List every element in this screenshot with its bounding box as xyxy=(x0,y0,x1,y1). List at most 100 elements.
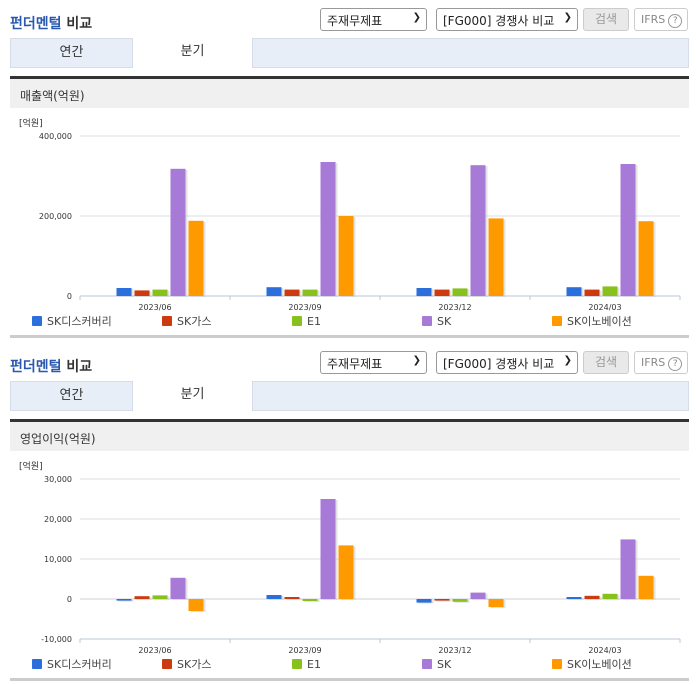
bar[interactable] xyxy=(170,168,186,296)
x-tick-label: 2023/12 xyxy=(438,303,471,312)
bar[interactable] xyxy=(188,599,204,611)
bar[interactable] xyxy=(584,595,600,599)
bar[interactable] xyxy=(416,599,432,603)
x-tick-label: 2023/09 xyxy=(288,303,321,312)
bar[interactable] xyxy=(134,290,150,296)
y-tick-label: 400,000 xyxy=(39,132,72,141)
bar[interactable] xyxy=(566,287,582,296)
tab-quarterly[interactable]: 분기 xyxy=(132,38,253,68)
statement-select[interactable]: 주재무제표 ❯ xyxy=(320,351,427,374)
help-icon[interactable]: ? xyxy=(668,357,683,371)
legend-swatch-icon xyxy=(292,316,302,326)
bar[interactable] xyxy=(134,596,150,599)
ifrs-button[interactable]: IFRS? xyxy=(634,8,688,31)
bar[interactable] xyxy=(338,545,354,599)
search-button[interactable]: 검색 xyxy=(583,8,629,31)
legend-item[interactable]: E1 xyxy=(292,658,321,671)
metric-title: 영업이익(억원) xyxy=(10,419,689,451)
bar[interactable] xyxy=(302,599,318,601)
x-tick-label: 2023/12 xyxy=(438,646,471,655)
section-title: 펀더멘털 비교 xyxy=(10,359,93,375)
bar[interactable] xyxy=(116,599,132,601)
y-tick-label: 200,000 xyxy=(39,212,72,221)
divider xyxy=(10,335,689,338)
tab-quarterly[interactable]: 분기 xyxy=(132,381,253,411)
legend-label: SK디스커버리 xyxy=(47,658,112,671)
legend-swatch-icon xyxy=(162,659,172,669)
unit-label: [억원] xyxy=(19,117,43,129)
revenue-chart: [억원] 0 200,000 400,000 2023/06 2023/09 2023/12… xyxy=(10,108,689,336)
help-icon[interactable]: ? xyxy=(668,14,683,28)
bar[interactable] xyxy=(152,289,168,296)
bar[interactable] xyxy=(602,593,618,599)
bar[interactable] xyxy=(320,162,336,296)
legend-item[interactable]: E1 xyxy=(292,315,321,328)
divider xyxy=(10,678,689,681)
legend-item[interactable]: SK이노베이션 xyxy=(552,658,632,671)
bar[interactable] xyxy=(620,539,636,599)
period-tabs: 연간 분기 xyxy=(10,38,689,68)
section-title: 펀더멘털 비교 xyxy=(10,16,93,32)
x-tick-label: 2024/03 xyxy=(588,303,621,312)
legend-label: SK xyxy=(437,658,452,671)
legend-item[interactable]: SK가스 xyxy=(162,315,211,328)
fundamental-compare-panel-revenue: 펀더멘털 비교 주재무제표 ❯ [FG000] 경쟁사 비교 ❯ 검색 IFRS? … xyxy=(0,0,696,328)
y-tick-label: 0 xyxy=(67,595,72,604)
bar[interactable] xyxy=(266,595,282,599)
y-tick-label: 10,000 xyxy=(44,555,72,564)
bar[interactable] xyxy=(602,286,618,296)
search-button[interactable]: 검색 xyxy=(583,351,629,374)
bar[interactable] xyxy=(116,288,132,296)
bar[interactable] xyxy=(488,599,504,607)
y-tick-label: -10,000 xyxy=(41,635,72,644)
legend-swatch-icon xyxy=(162,316,172,326)
bar[interactable] xyxy=(170,577,186,599)
bar[interactable] xyxy=(434,289,450,296)
bar[interactable] xyxy=(470,165,486,296)
bar[interactable] xyxy=(284,597,300,599)
chevron-down-icon: ❯ xyxy=(412,355,421,366)
legend-item[interactable]: SK디스커버리 xyxy=(32,658,112,671)
bar[interactable] xyxy=(416,288,432,296)
bar[interactable] xyxy=(434,599,450,601)
bar[interactable] xyxy=(284,289,300,296)
legend-item[interactable]: SK이노베이션 xyxy=(552,315,632,328)
legend-label: E1 xyxy=(307,658,321,671)
bar[interactable] xyxy=(320,499,336,599)
bar[interactable] xyxy=(338,216,354,296)
y-tick-label: 20,000 xyxy=(44,515,72,524)
compare-select[interactable]: [FG000] 경쟁사 비교 ❯ xyxy=(436,351,578,374)
bar[interactable] xyxy=(188,220,204,296)
bar[interactable] xyxy=(266,287,282,296)
panel-header: 펀더멘털 비교 주재무제표 ❯ [FG000] 경쟁사 비교 ❯ 검색 IFRS? xyxy=(0,0,696,38)
bar[interactable] xyxy=(620,164,636,296)
legend-item[interactable]: SK xyxy=(422,315,452,328)
y-tick-label: 0 xyxy=(67,292,72,301)
unit-label: [억원] xyxy=(19,460,43,472)
tab-annual[interactable]: 연간 xyxy=(59,45,84,60)
statement-select[interactable]: 주재무제표 ❯ xyxy=(320,8,427,31)
ifrs-button[interactable]: IFRS? xyxy=(634,351,688,374)
bar[interactable] xyxy=(302,289,318,296)
bar[interactable] xyxy=(452,599,468,602)
legend-swatch-icon xyxy=(422,659,432,669)
bar[interactable] xyxy=(566,597,582,599)
legend-item[interactable]: SK xyxy=(422,658,452,671)
legend-item[interactable]: SK가스 xyxy=(162,658,211,671)
compare-select[interactable]: [FG000] 경쟁사 비교 ❯ xyxy=(436,8,578,31)
bar[interactable] xyxy=(470,592,486,599)
legend-swatch-icon xyxy=(552,659,562,669)
x-tick-label: 2023/06 xyxy=(138,646,171,655)
legend-item[interactable]: SK디스커버리 xyxy=(32,315,112,328)
y-tick-label: 30,000 xyxy=(44,475,72,484)
bar[interactable] xyxy=(584,289,600,296)
fundamental-compare-panel-operating-profit: 펀더멘털 비교 주재무제표 ❯ [FG000] 경쟁사 비교 ❯ 검색 IFRS? … xyxy=(0,343,696,671)
legend-label: SK가스 xyxy=(177,315,211,328)
bar[interactable] xyxy=(638,575,654,599)
bar[interactable] xyxy=(488,218,504,296)
bar[interactable] xyxy=(638,221,654,296)
bar[interactable] xyxy=(452,288,468,296)
tab-annual[interactable]: 연간 xyxy=(59,388,84,403)
bar[interactable] xyxy=(152,595,168,599)
operating-profit-chart: [억원] -10,000 0 10,000 20,000 30,000 2023/06 202… xyxy=(10,451,689,679)
